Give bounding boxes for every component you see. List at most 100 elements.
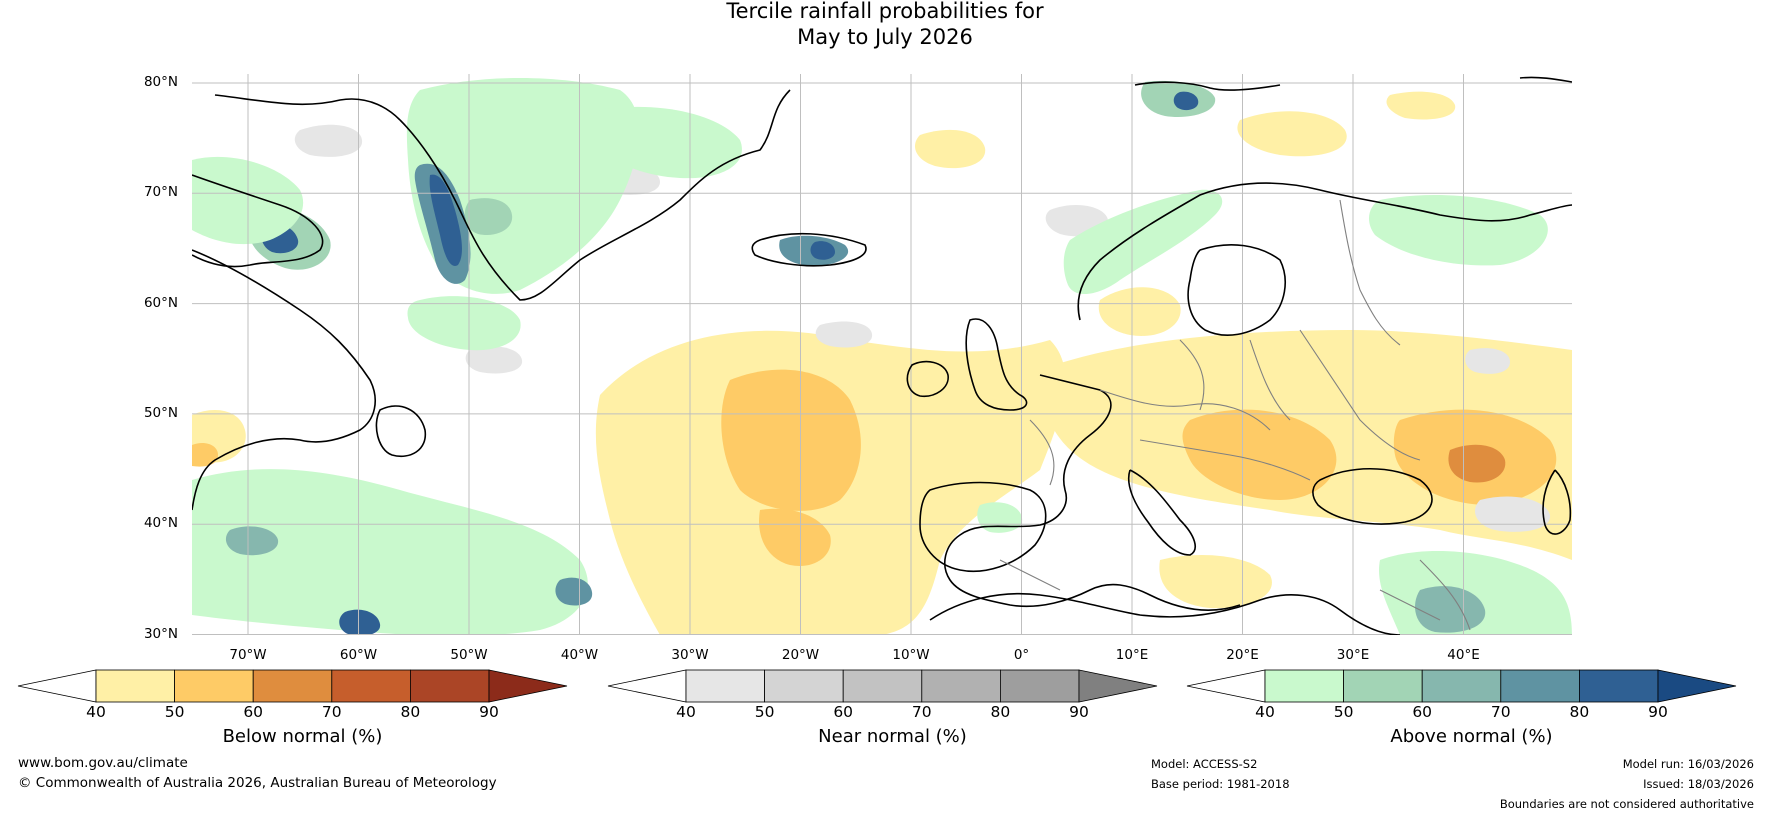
colorbar-right-extension	[1078, 669, 1158, 703]
longitude-label: 70°W	[229, 647, 267, 663]
greenland-wet-core	[464, 198, 513, 236]
colorbar-segment	[1343, 669, 1423, 703]
colorbar-tick-label: 70	[1490, 703, 1511, 721]
atlantic-dry-core	[721, 369, 861, 511]
west-atlantic-wet-core-3	[555, 577, 593, 606]
longitude-label: 20°W	[781, 647, 820, 663]
longitude-label: 10°E	[1115, 647, 1149, 663]
ireland-coast	[906, 360, 949, 398]
iberia-coast	[919, 481, 1047, 573]
colorbar-right-extension	[1657, 669, 1737, 703]
near-normal-regions	[294, 124, 1551, 532]
colorbar-tick-label: 80	[400, 703, 421, 721]
colorbar-tick-label: 90	[479, 703, 499, 721]
latitude-label: 60°N	[143, 294, 178, 311]
title-line-2: May to July 2026	[797, 25, 973, 49]
colorbar-left-extension	[17, 669, 97, 703]
west-atlantic-wet-core-2	[339, 609, 381, 635]
greenland-coast-wet-2	[429, 174, 462, 266]
colorbar-tick-label: 50	[754, 703, 775, 721]
colorbar-tick-label: 60	[243, 703, 264, 721]
country-borders	[999, 199, 1471, 631]
north-africa-coast	[929, 592, 1401, 635]
europe-coast	[944, 374, 1241, 611]
grey-patch-6	[465, 346, 523, 374]
west-atlantic-wet-core-1	[225, 526, 279, 556]
colorbar-left-extension	[1186, 669, 1266, 703]
baffin-coast	[192, 174, 324, 268]
norway-wet	[1063, 189, 1223, 295]
model-run-text: Model run: 16/03/2026	[1622, 757, 1754, 771]
newfoundland-coast	[375, 405, 426, 457]
colorbar-tick-label: 90	[1069, 703, 1089, 721]
copyright-text: © Commonwealth of Australia 2026, Austra…	[18, 775, 497, 791]
british-isles-coast	[965, 318, 1028, 411]
west-atlantic-wet	[192, 469, 588, 635]
longitude-label: 40°E	[1447, 647, 1480, 663]
greenland-coast	[399, 89, 791, 301]
caspian-dry-core	[1448, 444, 1506, 483]
below-normal-regions	[192, 91, 1572, 635]
arctic-dry-2	[1237, 111, 1347, 157]
arctic-dry-1	[915, 129, 986, 169]
latitude-label: 50°N	[143, 404, 178, 421]
longitude-label: 20°E	[1226, 647, 1259, 663]
colorbars	[17, 669, 1737, 703]
colorbar-segment	[174, 669, 254, 703]
longitude-label: 50°W	[450, 647, 488, 663]
longitude-label: 40°W	[560, 647, 599, 663]
issued-text: Issued: 18/03/2026	[1643, 777, 1754, 791]
latitude-label: 70°N	[143, 184, 178, 201]
caspian-coast	[1542, 469, 1572, 535]
base-period-text: Base period: 1981-2018	[1151, 777, 1290, 791]
colorbar-segment	[685, 669, 765, 703]
longitude-label: 30°W	[671, 647, 709, 663]
grey-patch-5	[1465, 348, 1510, 374]
colorbar-segment	[1000, 669, 1080, 703]
graticule	[192, 74, 1572, 635]
colorbar-segment	[409, 669, 490, 703]
longitude-label: 60°W	[339, 647, 378, 663]
grey-patch-1	[294, 124, 363, 157]
longitude-label: 30°E	[1336, 647, 1370, 663]
colorbar-tick-label: 70	[321, 703, 342, 721]
coastlines	[192, 76, 1572, 635]
baltic-coast	[1187, 244, 1286, 336]
labrador-dry-core	[192, 443, 218, 467]
colorbar-segment	[252, 669, 333, 703]
mid-atlantic-wet	[407, 296, 521, 351]
turkey-dry	[1159, 555, 1272, 609]
italy-coast	[1128, 469, 1196, 556]
colorbar-title: Below normal (%)	[222, 726, 383, 747]
website-text: www.bom.gov.au/climate	[18, 755, 188, 771]
colorbar-title: Near normal (%)	[818, 726, 967, 747]
colorbar-tick-label: 60	[833, 703, 854, 721]
longitude-label: 0°	[1013, 647, 1030, 663]
model-text: Model: ACCESS-S2	[1151, 757, 1258, 771]
scandinavia-dry	[1098, 287, 1181, 336]
colorbar-tick-label: 70	[911, 703, 932, 721]
longitude-label: 10°W	[892, 647, 930, 663]
colorbar-tick-label: 40	[1255, 703, 1275, 721]
colorbar-tick-label: 40	[676, 703, 696, 721]
colorbar-segment	[842, 669, 923, 703]
colorbar-tick-label: 60	[1412, 703, 1433, 721]
colorbar-segment	[764, 669, 844, 703]
grey-patch-3	[815, 321, 873, 348]
colorbar-right-extension	[488, 669, 568, 703]
border-7	[1379, 559, 1471, 631]
colorbar-tick-label: 50	[1333, 703, 1354, 721]
latitude-label: 40°N	[143, 515, 178, 532]
border-3	[1299, 329, 1421, 461]
colorbar-segment	[1421, 669, 1502, 703]
disclaimer-text: Boundaries are not considered authoritat…	[1499, 797, 1754, 811]
colorbar-tick-label: 80	[1569, 703, 1590, 721]
colorbar-segment	[331, 669, 411, 703]
levant-wet-core	[1415, 586, 1486, 633]
border-4	[1139, 439, 1311, 481]
colorbar-title: Above normal (%)	[1390, 726, 1553, 747]
map-area	[192, 74, 1572, 635]
colorbar-tick-label: 80	[990, 703, 1011, 721]
russia-arctic-wet	[1368, 195, 1548, 266]
